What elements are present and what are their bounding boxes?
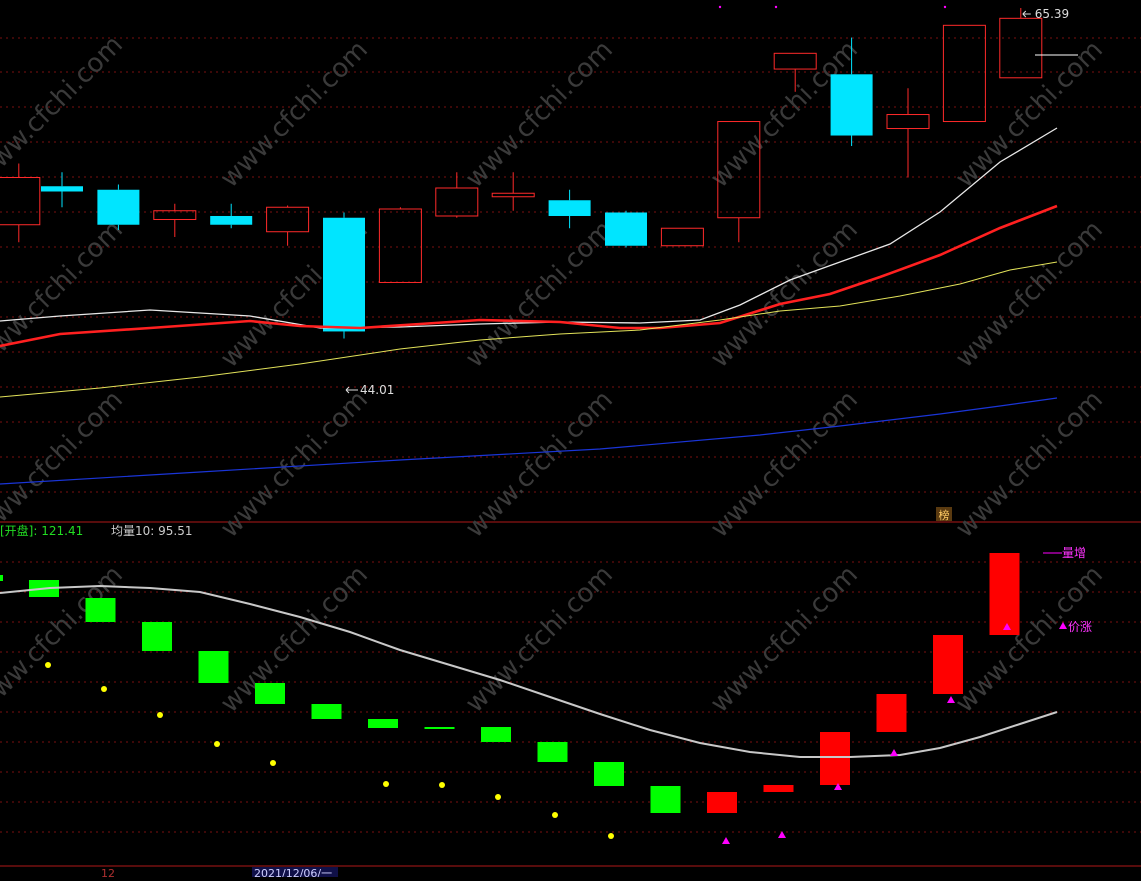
- candle-body-down: [210, 215, 253, 225]
- magenta-triangle: [890, 749, 898, 756]
- ma-line-yellow: [0, 261, 1058, 398]
- date-label: 2021/12/06/一: [254, 867, 332, 877]
- candle-body-down: [323, 217, 365, 332]
- volume-bar-up: [820, 732, 850, 785]
- top-marker: [774, 5, 778, 9]
- watermark-text: www.cfchi.com: [950, 35, 1109, 194]
- watermark-text: www.cfchi.com: [0, 385, 129, 544]
- volume-bar-up: [876, 694, 907, 732]
- candle-body-up: [491, 192, 535, 198]
- high-price-label: 65.39: [1035, 7, 1069, 21]
- volume-bar-up: [989, 553, 1020, 635]
- watermark-text: www.cfchi.com: [460, 560, 619, 719]
- ma-line-white: [0, 127, 1058, 329]
- candle-body-down: [830, 74, 873, 136]
- watermark-text: www.cfchi.com: [705, 560, 864, 719]
- candle-body-up: [266, 206, 310, 233]
- volume-bar-up: [763, 785, 794, 792]
- yellow-dot: [495, 794, 501, 800]
- volume-bar-down: [424, 727, 455, 729]
- yellow-dot: [101, 686, 107, 692]
- watermark-text: www.cfchi.com: [460, 215, 619, 374]
- candle-body-up: [435, 187, 479, 217]
- price-rise-label: 价涨: [1068, 619, 1092, 634]
- magenta-triangle: [778, 831, 786, 838]
- candle-body-up: [153, 210, 197, 220]
- top-marker: [718, 5, 722, 9]
- volume-bar-down: [85, 598, 116, 622]
- date-label-bg: [252, 867, 338, 877]
- magenta-triangle: [1003, 623, 1011, 630]
- yellow-dot: [439, 782, 445, 788]
- magenta-triangle: [947, 696, 955, 703]
- candle-body-up: [0, 177, 41, 226]
- top-marker: [943, 5, 947, 9]
- avg-volume-line: [0, 584, 1058, 758]
- watermark-text: www.cfchi.com: [0, 215, 129, 374]
- watermark-text: www.cfchi.com: [950, 385, 1109, 544]
- candle-body-down: [97, 189, 140, 225]
- volume-bar-down: [198, 651, 229, 683]
- legend-open-value: [开盘]: 121.41: [0, 523, 83, 538]
- volume-bar-down: [255, 683, 285, 704]
- volume-bar-down: [311, 704, 342, 719]
- watermark-text: www.cfchi.com: [705, 385, 864, 544]
- volume-bar-down: [650, 786, 681, 813]
- low-arrow: [345, 386, 358, 394]
- volume-bar-down: [481, 727, 511, 742]
- magenta-triangle: [834, 783, 842, 790]
- yellow-dot: [45, 662, 51, 668]
- candle-body-down: [548, 200, 591, 216]
- candle-body-up: [886, 114, 930, 130]
- ma-line-red: [0, 204, 1058, 348]
- candle-body-down: [41, 186, 83, 192]
- badge-bg: [936, 507, 952, 521]
- yellow-dot: [214, 741, 220, 747]
- volume-bar-down: [594, 762, 624, 786]
- watermark-text: www.cfchi.com: [705, 215, 864, 374]
- watermark-text: www.cfchi.com: [215, 35, 374, 194]
- volume-bar-up: [933, 635, 963, 694]
- axis-fragment: 12: [101, 867, 115, 877]
- watermark-text: www.cfchi.com: [950, 560, 1109, 719]
- magenta-triangle: [1059, 622, 1067, 629]
- volume-bar-up: [707, 792, 737, 813]
- yellow-dot: [383, 781, 389, 787]
- legend-avg-volume: 均量10: 95.51: [111, 524, 192, 538]
- volume-bar-down: [537, 742, 568, 762]
- magenta-triangle: [722, 837, 730, 844]
- yellow-dot: [552, 812, 558, 818]
- watermark-text: www.cfchi.com: [460, 385, 619, 544]
- candle-body-down: [605, 212, 647, 246]
- volume-bar-down: [142, 622, 172, 651]
- low-price-label: 44.01: [360, 383, 394, 397]
- watermark-text: www.cfchi.com: [460, 35, 619, 194]
- high-arrow: [1022, 10, 1031, 18]
- watermark-text: www.cfchi.com: [215, 560, 374, 719]
- watermark-text: www.cfchi.com: [0, 30, 129, 189]
- legend-marker: [0, 575, 3, 581]
- volume-bar-down: [368, 719, 398, 728]
- candle-body-up: [717, 121, 761, 219]
- top-badge: 榜: [939, 508, 950, 522]
- candle-body-up: [378, 208, 422, 283]
- yellow-dot: [270, 760, 276, 766]
- candle-body-up: [773, 52, 817, 70]
- ma-line-blue: [0, 397, 1058, 485]
- watermark-text: www.cfchi.com: [0, 560, 129, 719]
- candle-body-up: [942, 24, 986, 123]
- watermark-text: www.cfchi.com: [215, 385, 374, 544]
- yellow-dot: [608, 833, 614, 839]
- candle-body-up: [660, 227, 704, 247]
- candle-body-up: [999, 17, 1043, 79]
- yellow-dot: [157, 712, 163, 718]
- vol-increase-label: 量增: [1062, 546, 1086, 560]
